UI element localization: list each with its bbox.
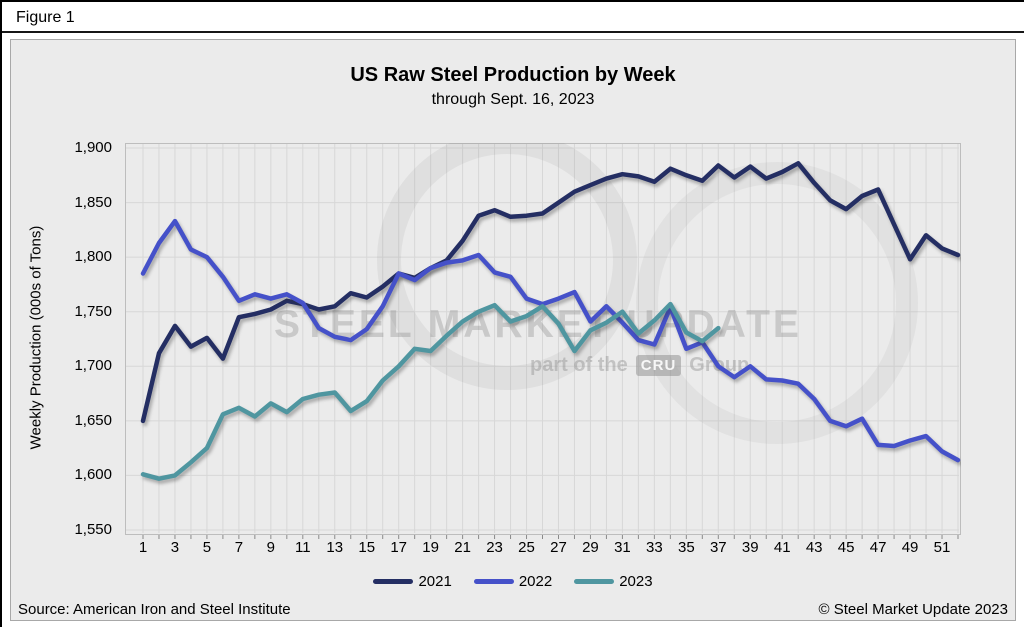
x-tick-label: 1 bbox=[138, 539, 148, 556]
chart-subtitle: through Sept. 16, 2023 bbox=[431, 91, 595, 108]
y-tick-label: 1,800 bbox=[74, 248, 112, 266]
x-tick-label: 35 bbox=[677, 539, 695, 556]
x-tick-label: 37 bbox=[709, 539, 727, 556]
x-tick-label: 43 bbox=[805, 539, 823, 556]
legend-label-2022: 2022 bbox=[518, 573, 553, 590]
x-tick-label: 29 bbox=[582, 539, 599, 556]
y-tick-label: 1,600 bbox=[74, 466, 112, 484]
x-tick-label: 25 bbox=[518, 539, 535, 556]
x-tick-label: 51 bbox=[933, 539, 951, 556]
legend-item-2022: 2022 bbox=[473, 573, 553, 590]
legend-label-2023: 2023 bbox=[619, 573, 653, 590]
x-tick-label: 15 bbox=[358, 539, 376, 556]
legend-swatch-2022 bbox=[473, 579, 514, 584]
line-2023 bbox=[140, 301, 721, 481]
plot-grid bbox=[125, 143, 961, 539]
line-2021 bbox=[140, 161, 961, 424]
legend-swatch-2023 bbox=[574, 579, 615, 584]
y-tick-label: 1,650 bbox=[74, 411, 112, 429]
plot-frame bbox=[125, 143, 961, 535]
header-rule bbox=[2, 31, 1024, 33]
x-tick-label: 45 bbox=[837, 539, 855, 556]
plot-lines bbox=[140, 161, 961, 481]
y-tick-label: 1,700 bbox=[74, 357, 112, 375]
x-tick-label: 19 bbox=[422, 539, 439, 556]
x-tick-label: 17 bbox=[390, 539, 408, 556]
legend: 2021 2022 2023 bbox=[2, 573, 1024, 590]
x-tick-label: 27 bbox=[550, 539, 567, 556]
x-tick-label: 11 bbox=[295, 539, 311, 556]
x-tick-label: 33 bbox=[646, 539, 663, 556]
legend-item-2023: 2023 bbox=[574, 573, 653, 590]
x-tick-label: 39 bbox=[741, 539, 759, 556]
y-tick-label: 1,850 bbox=[74, 193, 112, 211]
x-tick-label: 5 bbox=[202, 539, 212, 556]
x-tick-label: 9 bbox=[266, 539, 275, 556]
line-2022 bbox=[140, 218, 961, 463]
legend-swatch-2021 bbox=[373, 579, 414, 584]
y-tick-label: 1,900 bbox=[74, 139, 112, 156]
x-tick-label: 3 bbox=[170, 539, 180, 556]
x-tick-label: 49 bbox=[901, 539, 919, 556]
x-tick-label: 13 bbox=[326, 539, 344, 556]
x-tick-label: 7 bbox=[234, 539, 244, 556]
x-tick-label: 41 bbox=[773, 539, 791, 556]
chart-title: US Raw Steel Production by Week bbox=[350, 64, 676, 86]
x-tick-label: 31 bbox=[614, 539, 631, 556]
legend-item-2021: 2021 bbox=[373, 573, 452, 590]
x-tick-label: 21 bbox=[454, 539, 471, 556]
legend-label-2021: 2021 bbox=[418, 573, 452, 590]
source-text: Source: American Iron and Steel Institut… bbox=[18, 601, 291, 618]
copyright-text: © Steel Market Update 2023 bbox=[818, 601, 1009, 618]
x-tick-label: 23 bbox=[486, 539, 503, 556]
figure-label: Figure 1 bbox=[16, 9, 75, 26]
y-tick-label: 1,550 bbox=[74, 521, 112, 538]
x-tick-label: 47 bbox=[869, 539, 887, 556]
y-tick-label: 1,750 bbox=[74, 302, 112, 320]
